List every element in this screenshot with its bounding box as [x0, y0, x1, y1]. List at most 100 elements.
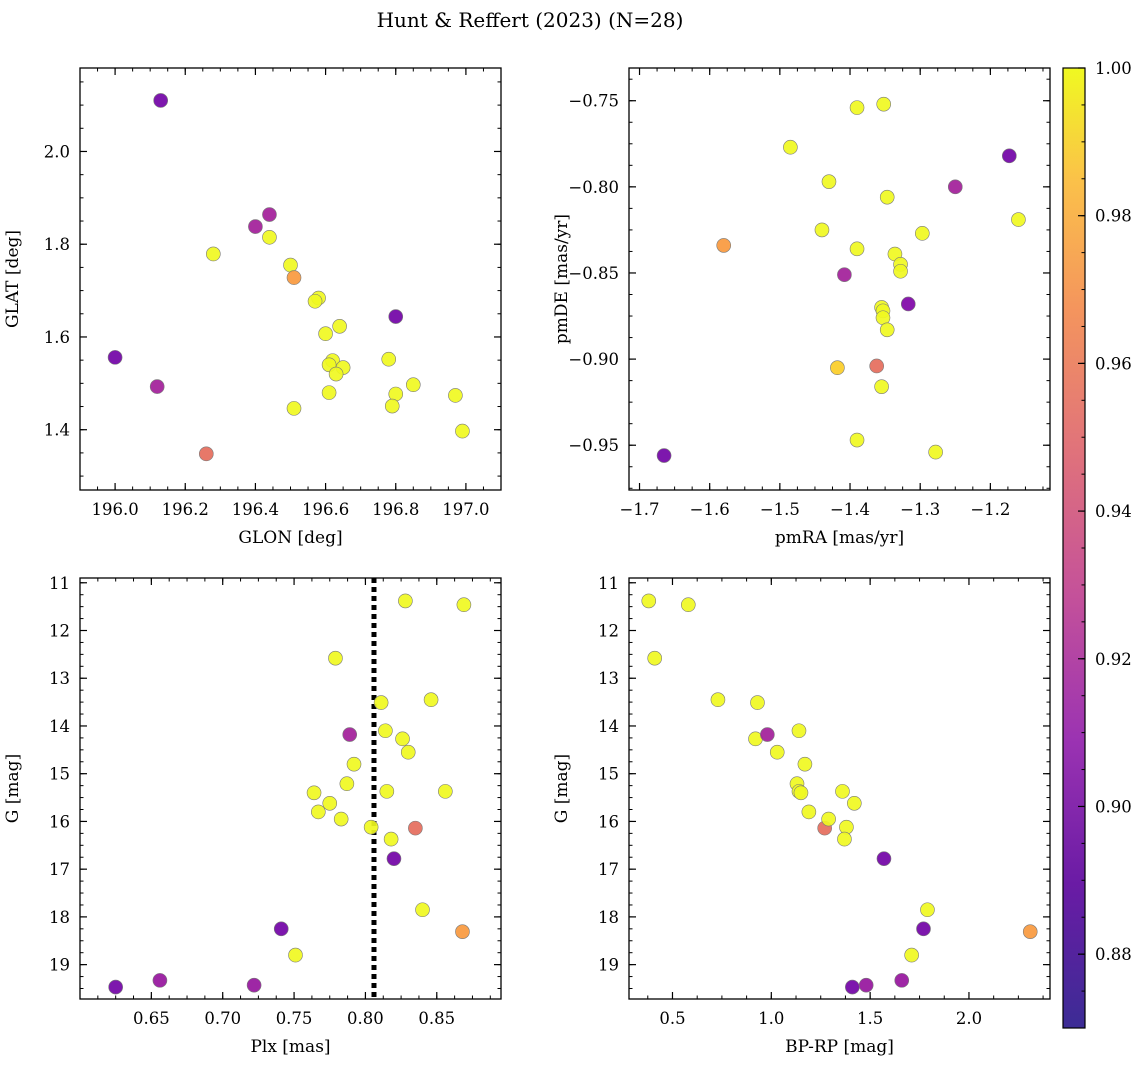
axes-frame [628, 577, 1051, 1000]
scatter-point [328, 650, 343, 666]
scatter-point [656, 448, 672, 463]
scatter-point [378, 723, 393, 739]
x-tick-label: 196.6 [302, 500, 349, 519]
scatter-point [791, 723, 807, 739]
scatter-point [821, 174, 837, 189]
y-tick-label: 12 [598, 622, 619, 641]
scatter-point [333, 811, 349, 827]
scatter-point [900, 296, 916, 312]
colorbar-tick-label: 1.00 [1095, 59, 1132, 78]
scatter-point [408, 820, 423, 836]
scatter-point [199, 446, 214, 462]
y-tick-label: 1.8 [44, 235, 70, 254]
scatter-point [153, 93, 168, 108]
scatter-point [874, 379, 889, 394]
scatter-point [869, 358, 884, 374]
scatter-point [680, 597, 696, 613]
scatter-point [920, 902, 935, 918]
panel-4: 0.5 1.0 1.5 2.0 11 12 13 14 15 16 17 18 19 BP-RP [mag… [552, 574, 1051, 1057]
colorbar-tick-label: 0.94 [1095, 502, 1132, 521]
y-tick-label: 16 [49, 812, 70, 831]
colorbar: 0.88 0.90 0.92 0.94 0.96 0.98 1.00 [1062, 59, 1132, 1029]
scatter-point [400, 744, 416, 760]
scatter-point [363, 819, 379, 835]
scatter-point [423, 692, 439, 708]
colorbar-tick-label: 0.88 [1095, 945, 1132, 964]
y-tick-label: 1.6 [44, 328, 70, 347]
scatter-point [379, 784, 395, 799]
colorbar-tick-label: 0.98 [1095, 207, 1132, 226]
scatter-point [206, 246, 221, 262]
scatter-point [876, 851, 892, 866]
y-tick-label: 2.0 [44, 142, 70, 161]
y-tick-label: −0.90 [568, 350, 619, 369]
axes-frame [628, 67, 1051, 491]
x-tick-label: 1.0 [758, 1009, 784, 1028]
y-tick-label: 1.4 [44, 421, 70, 440]
scatter-point [456, 597, 472, 613]
y-axis-label: G [mag] [3, 754, 23, 823]
scatter-point [904, 947, 919, 963]
scatter-point [793, 785, 809, 801]
x-tick-label: 1.5 [857, 1009, 883, 1028]
scatter-point [288, 947, 303, 963]
scatter-point [769, 744, 785, 760]
scatter-point [893, 263, 908, 279]
x-tick-label: −1.7 [619, 500, 659, 519]
y-tick-label: 14 [49, 717, 70, 736]
scatter-point [448, 388, 463, 403]
scatter-point [849, 100, 865, 115]
y-axis-label: GLAT [deg] [3, 230, 23, 328]
scatter-point [849, 241, 865, 257]
scatter-point [839, 819, 854, 835]
y-axis-label: G [mag] [552, 754, 572, 823]
x-tick-label: 0.5 [659, 1009, 685, 1028]
scatter-point [149, 379, 165, 394]
scatter-point [262, 207, 277, 222]
y-tick-label: 12 [49, 622, 70, 641]
scatter-point [107, 350, 123, 365]
scatter-point [1011, 212, 1026, 227]
scatter-point [405, 377, 421, 393]
scatter-point [1022, 924, 1038, 939]
x-axis-label: pmRA [mas/yr] [775, 528, 904, 548]
scatter-point [641, 593, 657, 609]
x-tick-label: 0.70 [204, 1009, 241, 1028]
panel-2: −1.7 −1.6 −1.5 −1.4 −1.3 −1.2 −0.75 −0.80 −0.85 −… [552, 67, 1051, 548]
x-tick-label: −1.6 [690, 500, 730, 519]
scatter-point [894, 973, 910, 988]
x-tick-label: 0.85 [418, 1009, 455, 1028]
scatter-point [273, 921, 289, 937]
scatter-point [262, 229, 277, 245]
scatter-point [283, 257, 298, 273]
scatter-point [328, 366, 344, 382]
y-tick-label: 17 [598, 860, 619, 879]
y-tick-label: −0.75 [568, 92, 619, 111]
scatter-point [332, 319, 347, 334]
panels: 196.0 196.2 196.4 196.6 196.8 197.0 1.4 1.6 1.8 2… [3, 67, 1051, 1057]
scatter-point [455, 924, 470, 939]
scatter-point [386, 851, 402, 866]
y-tick-label: 11 [598, 574, 619, 593]
scatter-point [152, 973, 168, 988]
y-tick-label: 18 [49, 908, 70, 927]
x-tick-label: −1.2 [970, 500, 1010, 519]
scatter-point [286, 270, 302, 285]
scatter-point [879, 322, 895, 338]
scatter-point [339, 776, 355, 792]
colorbar-tick-label: 0.92 [1095, 650, 1132, 669]
x-tick-label: 196.0 [91, 500, 138, 519]
axes-frame [79, 577, 502, 1000]
y-tick-label: −0.85 [568, 264, 619, 283]
scatter-point [1002, 148, 1017, 164]
x-axis-label: Plx [mas] [250, 1037, 330, 1057]
suptitle: Hunt & Reffert (2023) (N=28) [377, 8, 684, 32]
y-tick-label: 15 [598, 765, 619, 784]
scatter-point [415, 902, 430, 918]
scatter-point [928, 444, 943, 460]
scatter-point [346, 756, 362, 772]
y-tick-label: −0.80 [568, 178, 619, 197]
scatter-point [858, 977, 874, 993]
scatter-point [246, 977, 262, 993]
